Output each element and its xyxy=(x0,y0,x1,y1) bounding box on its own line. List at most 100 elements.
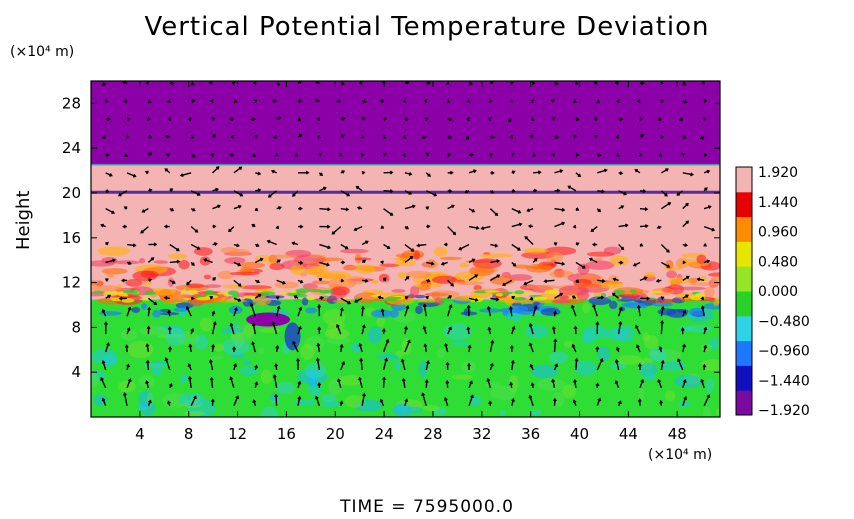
wind-vector xyxy=(636,304,641,317)
wind-vector xyxy=(703,344,708,353)
low-level-blob xyxy=(684,325,713,333)
wind-vector xyxy=(210,398,215,406)
wind-vector xyxy=(527,224,534,229)
wind-vector xyxy=(634,169,641,174)
wind-vector xyxy=(468,394,474,407)
wind-vector xyxy=(340,260,346,265)
wind-vector xyxy=(703,394,711,407)
wind-vector xyxy=(400,358,406,371)
low-level-blob xyxy=(276,381,295,394)
wind-vector xyxy=(614,358,620,371)
wind-vector xyxy=(699,135,705,140)
warm-layer-blob xyxy=(525,284,560,290)
wind-vector xyxy=(191,99,196,103)
wind-vector xyxy=(466,99,471,103)
wind-vector xyxy=(361,116,366,121)
field-region-0 xyxy=(91,81,720,165)
wind-vector xyxy=(490,135,495,140)
wind-vector xyxy=(639,296,651,301)
tropopause-cold-blob xyxy=(657,308,677,316)
wind-vector xyxy=(317,326,322,335)
wind-vector xyxy=(118,296,128,301)
wind-vector xyxy=(489,208,499,217)
wind-vector xyxy=(163,224,170,229)
wind-vector xyxy=(340,190,351,197)
wind-vector xyxy=(103,321,108,335)
warm-layer-blob xyxy=(355,264,376,274)
wind-vector xyxy=(276,279,286,285)
wind-vector xyxy=(575,261,586,269)
wind-vector xyxy=(682,172,694,177)
warm-layer-blob xyxy=(651,287,675,296)
wind-vector xyxy=(126,306,132,317)
warm-layer-blob xyxy=(412,283,444,288)
wind-vector xyxy=(275,296,280,300)
warm-layer-blob xyxy=(410,285,420,297)
wind-vector xyxy=(447,279,454,287)
wind-vector xyxy=(105,189,110,193)
wind-vector xyxy=(446,304,453,317)
wind-vector xyxy=(297,279,304,284)
wind-vector xyxy=(551,117,556,121)
wind-vector xyxy=(511,243,521,251)
warm-layer-blob xyxy=(274,281,299,289)
wind-vector xyxy=(574,81,579,86)
low-level-blob xyxy=(563,340,573,348)
wind-vector xyxy=(530,117,535,121)
wind-vector xyxy=(360,305,365,317)
wind-vector xyxy=(383,116,387,121)
warm-layer-blob xyxy=(405,270,432,279)
warm-layer-blob xyxy=(229,248,250,257)
wind-vector xyxy=(254,279,261,284)
low-level-blob xyxy=(260,369,273,385)
wind-vector xyxy=(382,135,386,139)
y-tick-label: 16 xyxy=(62,229,81,247)
wind-vector xyxy=(511,188,516,193)
wind-vector xyxy=(148,152,153,156)
x-tick-label: 12 xyxy=(228,425,247,443)
interface-blob xyxy=(181,289,187,294)
wind-vector xyxy=(105,294,112,299)
wind-vector xyxy=(126,378,132,389)
wind-vector xyxy=(165,152,170,157)
wind-vector xyxy=(611,292,620,299)
warm-layer-blob xyxy=(676,286,706,291)
wind-vector xyxy=(190,190,201,197)
wind-vector xyxy=(404,256,414,264)
wind-vector xyxy=(447,295,453,299)
wind-vector xyxy=(511,295,516,300)
low-level-blob xyxy=(221,338,250,356)
wind-vector xyxy=(424,117,429,122)
wind-vector xyxy=(511,170,516,175)
wind-vector xyxy=(383,208,394,216)
tropopause-cold-blob xyxy=(389,309,399,318)
colorbar-swatch xyxy=(736,241,752,267)
wind-vector xyxy=(425,206,430,210)
warm-layer-blob xyxy=(434,246,448,257)
wind-vector xyxy=(444,342,449,353)
wind-vector xyxy=(211,343,216,353)
wind-vector xyxy=(660,81,664,86)
tropopause-cold-blob xyxy=(301,297,309,306)
wind-vector xyxy=(490,243,499,248)
warm-layer-blob xyxy=(513,264,530,269)
wind-vector xyxy=(190,296,195,301)
wind-vector xyxy=(360,134,365,139)
wind-vector xyxy=(381,328,386,335)
wind-vector xyxy=(660,99,665,104)
wind-vector xyxy=(318,277,323,282)
wind-vector xyxy=(358,81,363,86)
interface-blob xyxy=(289,290,297,294)
warm-layer-blob xyxy=(178,259,190,270)
interface-blob xyxy=(318,289,334,294)
wind-vector xyxy=(682,275,690,281)
wind-vector xyxy=(319,261,330,267)
wind-vector xyxy=(637,362,642,370)
wind-vector xyxy=(293,295,299,299)
wind-vector xyxy=(187,117,192,122)
low-level-blob xyxy=(139,325,168,336)
warm-layer-blob xyxy=(696,254,707,264)
tropopause-cold-blob xyxy=(370,309,393,318)
x-axis-unit: (×10⁴ m) xyxy=(648,447,713,463)
wind-vector xyxy=(169,259,181,264)
